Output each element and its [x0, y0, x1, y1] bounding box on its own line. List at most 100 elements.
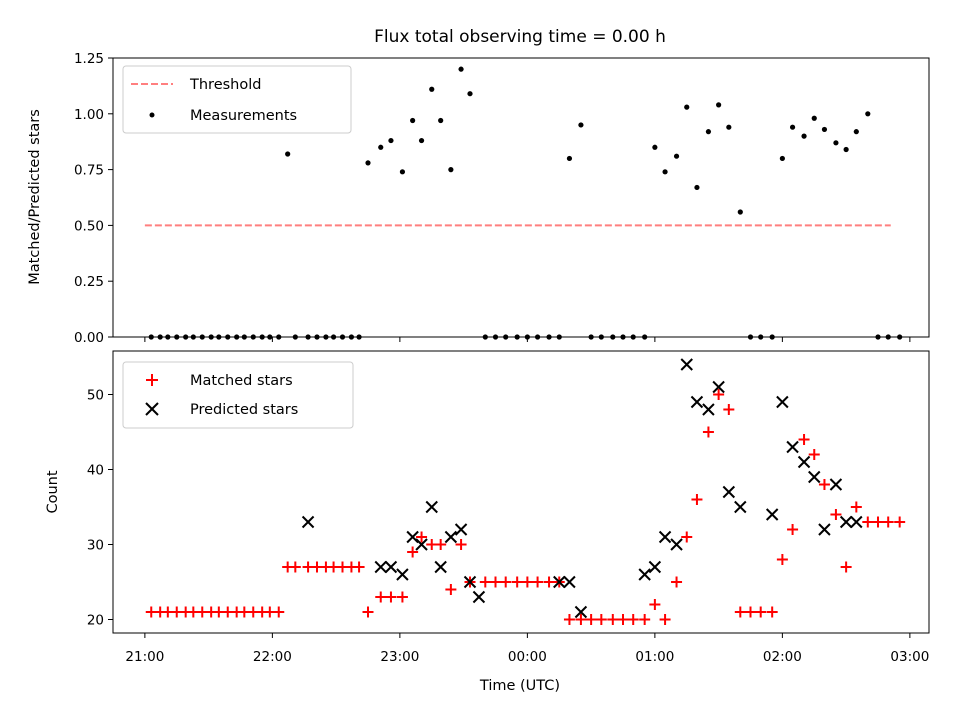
- x-tick-label: 22:00: [253, 649, 292, 665]
- predicted-star-point: [638, 568, 651, 581]
- top-panel: 0.00 0.25 0.50 0.75 1.00 1.25 Matched/Predict…: [27, 51, 930, 346]
- predicted-star-point: [384, 560, 398, 574]
- measurement-point: [378, 144, 384, 150]
- predicted-star-point: [658, 530, 672, 544]
- matched-star-point: [713, 389, 725, 400]
- matched-star-point: [882, 516, 894, 528]
- measurement-point: [811, 115, 817, 121]
- matched-legend-swatch: [146, 374, 158, 386]
- bottom-y-tick-label: 30: [87, 538, 104, 554]
- measurement-point: [566, 155, 573, 162]
- x-tick-label: 01:00: [635, 649, 674, 665]
- matched-star-point: [607, 614, 619, 625]
- predicted-star-point: [839, 515, 853, 529]
- predicted-star-point: [434, 560, 447, 574]
- bottom-legend: Matched stars Predicted stars: [122, 361, 354, 429]
- bottom-panel-frame: [112, 350, 930, 634]
- measurement-point: [429, 86, 435, 92]
- matched-star-point: [563, 614, 575, 625]
- top-y-tick-label: 0.50: [74, 218, 104, 234]
- measurement-point: [458, 66, 464, 72]
- matched-star-point: [511, 576, 523, 588]
- measurement-point: [821, 126, 828, 133]
- measurement-point: [418, 137, 425, 144]
- matched-star-point: [435, 539, 447, 550]
- matched-star-point: [289, 561, 301, 573]
- measurements-legend-swatch: [149, 112, 155, 118]
- matched-star-point: [702, 426, 714, 438]
- bottom-plot-area: [145, 358, 906, 625]
- matched-star-point: [543, 576, 555, 588]
- top-axes: 0.00 0.25 0.50 0.75 1.00 1.25: [74, 51, 911, 346]
- predicted-star-point: [797, 455, 811, 469]
- measurement-point: [467, 91, 473, 97]
- predicted-star-point: [850, 515, 863, 529]
- top-panel-frame: [112, 57, 930, 338]
- measurement-point: [694, 184, 700, 191]
- measurement-point: [578, 122, 584, 128]
- matched-star-point: [585, 614, 597, 625]
- matched-star-point: [808, 449, 820, 460]
- matched-star-point: [490, 576, 501, 588]
- matched-legend-label: Matched stars: [190, 373, 293, 389]
- predicted-star-point: [563, 575, 576, 589]
- x-tick-label: 21:00: [125, 649, 164, 665]
- measurement-point: [843, 146, 849, 153]
- top-legend: Threshold Measurements: [122, 65, 352, 134]
- measurement-point: [865, 111, 871, 117]
- top-y-tick-label: 0.25: [74, 274, 104, 290]
- matched-star-point: [734, 606, 746, 618]
- predicted-star-point: [702, 403, 715, 416]
- measurement-point: [853, 129, 859, 135]
- predicted-star-point: [680, 358, 693, 371]
- predicted-star-point: [472, 590, 486, 604]
- measurement-point: [399, 169, 406, 175]
- matched-star-point: [500, 576, 512, 588]
- matched-star-point: [745, 606, 756, 618]
- matched-star-point: [766, 606, 778, 618]
- predicted-star-point: [425, 500, 438, 514]
- matched-star-point: [479, 576, 491, 588]
- measurement-point: [410, 117, 416, 124]
- top-y-tick-label: 1.00: [74, 107, 104, 123]
- bottom-axes: 20 30 40 50 21:00 22:00 23:00 00:00 01:00 02:00 03…: [87, 388, 930, 666]
- matched-star-point: [362, 606, 374, 618]
- measurement-point: [716, 102, 722, 108]
- top-y-axis-label: Matched/Predicted stars: [27, 109, 43, 285]
- matched-star-point: [521, 576, 533, 588]
- predicted-star-point: [765, 508, 779, 521]
- measurement-point: [662, 169, 668, 175]
- measurement-point: [684, 104, 690, 110]
- measurement-point: [365, 160, 371, 166]
- matched-star-point: [396, 591, 408, 603]
- measurement-point: [673, 153, 680, 159]
- predicted-star-point: [808, 470, 821, 484]
- predicted-star-point: [396, 568, 409, 581]
- matched-star-point: [353, 561, 365, 573]
- x-tick-label: 23:00: [380, 649, 419, 665]
- x-tick-label: 02:00: [763, 649, 802, 665]
- measurement-point: [388, 137, 394, 144]
- bottom-y-axis-label: Count: [45, 470, 61, 513]
- predicted-star-point: [574, 605, 588, 619]
- measurement-point: [801, 133, 807, 139]
- predicted-star-point: [444, 530, 458, 544]
- top-y-tick-label: 1.25: [74, 51, 104, 67]
- measurements-legend-label: Measurements: [190, 108, 297, 124]
- predicted-star-point: [786, 440, 799, 454]
- matched-star-point: [595, 614, 607, 625]
- measurement-point: [833, 140, 839, 146]
- matched-star-point: [840, 561, 852, 573]
- bottom-legend-frame: [122, 361, 354, 429]
- measurement-point: [705, 129, 712, 135]
- predicted-legend-swatch: [145, 402, 159, 416]
- predicted-star-point: [734, 500, 747, 514]
- matched-star-point: [723, 404, 735, 415]
- predicted-star-point: [406, 530, 419, 544]
- matched-star-point: [649, 599, 661, 610]
- matched-star-point: [872, 516, 884, 528]
- top-y-tick-label: 0.75: [74, 163, 104, 179]
- predicted-star-point: [415, 538, 428, 551]
- predicted-legend-label: Predicted stars: [190, 402, 298, 418]
